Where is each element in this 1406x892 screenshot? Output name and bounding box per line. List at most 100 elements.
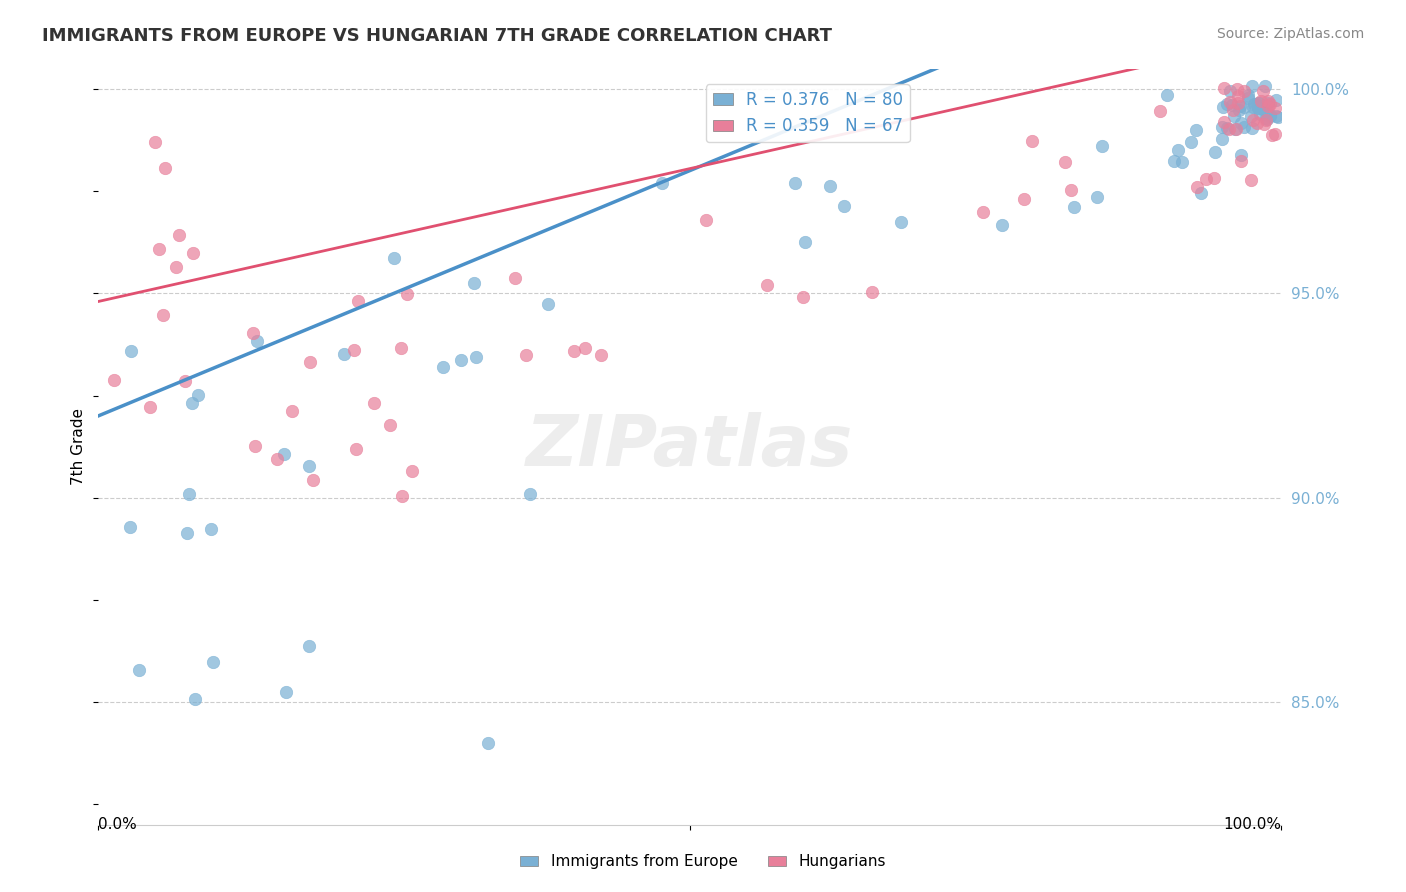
Point <box>1156 87 1178 102</box>
Point <box>202 655 225 669</box>
Point <box>1085 189 1108 203</box>
Point <box>1257 99 1279 113</box>
Text: Source: ZipAtlas.com: Source: ZipAtlas.com <box>1216 27 1364 41</box>
Point <box>1250 102 1272 116</box>
Legend: Immigrants from Europe, Hungarians: Immigrants from Europe, Hungarians <box>513 848 893 875</box>
Point <box>1149 103 1171 118</box>
Point <box>792 290 814 304</box>
Point <box>1180 135 1202 149</box>
Point <box>1216 120 1239 135</box>
Point <box>1258 97 1281 112</box>
Point <box>1187 180 1209 194</box>
Text: 0.0%: 0.0% <box>98 817 136 831</box>
Point <box>181 245 204 260</box>
Point <box>1241 100 1264 114</box>
Point <box>143 135 166 149</box>
Point <box>515 348 537 362</box>
Point <box>991 218 1014 232</box>
Point <box>1185 123 1208 137</box>
Y-axis label: 7th Grade: 7th Grade <box>72 409 86 485</box>
Point <box>167 228 190 243</box>
Point <box>450 353 472 368</box>
Point <box>1063 200 1085 214</box>
Text: ZIPatlas: ZIPatlas <box>526 412 853 481</box>
Point <box>1227 95 1250 110</box>
Point <box>1241 121 1264 136</box>
Point <box>1202 171 1225 186</box>
Point <box>1230 116 1253 130</box>
Point <box>1053 155 1076 169</box>
Point <box>1249 107 1271 121</box>
Point <box>187 388 209 402</box>
Point <box>818 178 841 193</box>
Point <box>298 458 321 473</box>
Point <box>1251 102 1274 116</box>
Point <box>298 639 321 653</box>
Point <box>537 296 560 310</box>
Point <box>1222 103 1244 117</box>
Point <box>1236 90 1258 104</box>
Point <box>574 341 596 355</box>
Point <box>1216 97 1239 112</box>
Point <box>165 260 187 275</box>
Point <box>1229 153 1251 168</box>
Point <box>152 309 174 323</box>
Point <box>1220 97 1243 112</box>
Point <box>1253 99 1275 113</box>
Point <box>1021 134 1043 148</box>
Point <box>1256 113 1278 128</box>
Point <box>1264 93 1286 107</box>
Point <box>181 395 204 409</box>
Point <box>1170 154 1192 169</box>
Point <box>1257 94 1279 108</box>
Point <box>1256 111 1278 125</box>
Point <box>1247 96 1270 111</box>
Point <box>1189 186 1212 200</box>
Point <box>1060 183 1083 197</box>
Point <box>1246 115 1268 129</box>
Point <box>139 400 162 414</box>
Point <box>363 396 385 410</box>
Point <box>1241 78 1264 93</box>
Point <box>1264 102 1286 116</box>
Point <box>1241 112 1264 127</box>
Text: IMMIGRANTS FROM EUROPE VS HUNGARIAN 7TH GRADE CORRELATION CHART: IMMIGRANTS FROM EUROPE VS HUNGARIAN 7TH … <box>42 27 832 45</box>
Point <box>1258 107 1281 121</box>
Point <box>1222 109 1244 123</box>
Point <box>1233 100 1256 114</box>
Point <box>1211 132 1233 146</box>
Point <box>176 525 198 540</box>
Point <box>153 161 176 175</box>
Text: 100.0%: 100.0% <box>1223 817 1281 831</box>
Point <box>128 663 150 677</box>
Point <box>346 442 368 457</box>
Point <box>266 452 288 467</box>
Point <box>1264 127 1286 141</box>
Point <box>1225 122 1247 136</box>
Point <box>1091 138 1114 153</box>
Point <box>1258 109 1281 123</box>
Point <box>1247 101 1270 115</box>
Point <box>1233 84 1256 98</box>
Point <box>519 487 541 501</box>
Point <box>177 487 200 501</box>
Point <box>395 287 418 301</box>
Point <box>1204 145 1226 159</box>
Point <box>1237 87 1260 102</box>
Point <box>463 276 485 290</box>
Point <box>243 439 266 453</box>
Point <box>1167 144 1189 158</box>
Point <box>591 348 613 362</box>
Point <box>756 277 779 292</box>
Point <box>174 374 197 388</box>
Point <box>1163 154 1185 169</box>
Point <box>242 326 264 340</box>
Point <box>1213 80 1236 95</box>
Point <box>1227 103 1250 117</box>
Point <box>276 684 298 698</box>
Point <box>120 343 142 358</box>
Point <box>401 464 423 478</box>
Point <box>343 343 366 357</box>
Point <box>200 522 222 536</box>
Point <box>273 447 295 461</box>
